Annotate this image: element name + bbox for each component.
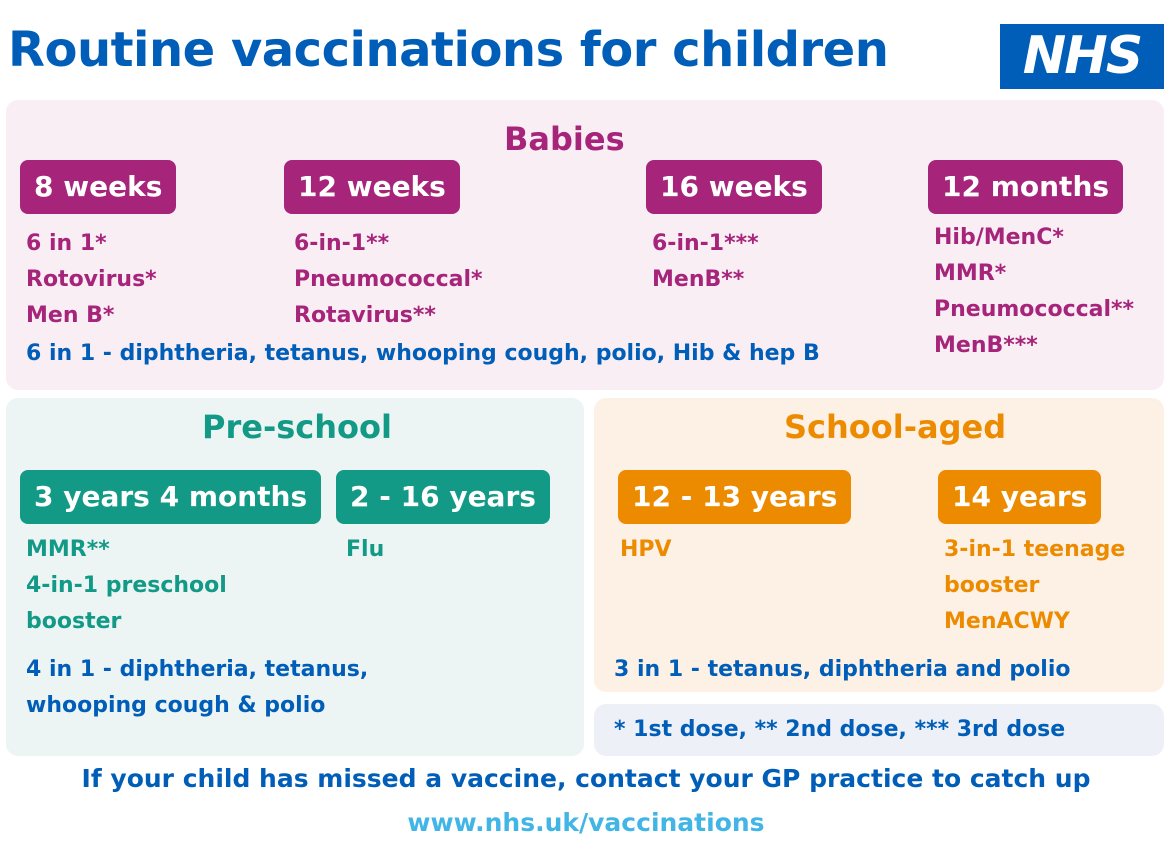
school-aged-note: 3 in 1 - tetanus, diphtheria and polio — [614, 657, 1071, 682]
age-badge-14-years: 14 years — [938, 470, 1102, 524]
babies-title: Babies — [504, 120, 625, 158]
vaccine-item: MenB** — [652, 267, 745, 292]
preschool-panel: Pre-school 3 years 4 months 2 - 16 years… — [6, 398, 584, 756]
note-line: whooping cough & polio — [26, 693, 326, 718]
vaccine-item: MMR* — [934, 261, 1007, 286]
vaccine-item: Flu — [346, 537, 385, 562]
vaccine-item: Rotovirus* — [26, 267, 157, 292]
nhs-logo: NHS — [1000, 24, 1164, 89]
vaccine-item: Rotavirus** — [294, 303, 436, 328]
dose-legend: * 1st dose, ** 2nd dose, *** 3rd dose — [594, 704, 1164, 756]
vaccine-list-12-weeks: 6-in-1** Pneumococcal* Rotavirus** — [294, 226, 483, 334]
footer-message: If your child has missed a vaccine, cont… — [81, 764, 1091, 793]
vaccine-list-8-weeks: 6 in 1* Rotovirus* Men B* — [26, 226, 157, 334]
babies-note: 6 in 1 - diphtheria, tetanus, whooping c… — [26, 341, 820, 366]
vaccine-item: booster — [26, 609, 122, 634]
preschool-note: 4 in 1 - diphtheria, tetanus, whooping c… — [26, 652, 368, 724]
age-badge-12-months: 12 months — [928, 160, 1124, 214]
note-line: 4 in 1 - diphtheria, tetanus, — [26, 657, 369, 682]
footer-url-link[interactable]: www.nhs.uk/vaccinations — [407, 808, 765, 837]
age-badge-16-weeks: 16 weeks — [646, 160, 822, 214]
vaccine-list-3-years-4-months: MMR** 4-in-1 preschool booster — [26, 532, 227, 640]
vaccine-list-2-16-years: Flu — [346, 532, 384, 568]
age-badge-8-weeks: 8 weeks — [20, 160, 177, 214]
vaccine-item: HPV — [620, 537, 672, 562]
vaccine-item: 6-in-1*** — [652, 231, 759, 256]
age-badge-3-years-4-months: 3 years 4 months — [20, 470, 322, 524]
vaccine-item: 4-in-1 preschool — [26, 573, 227, 598]
vaccine-item: Men B* — [26, 303, 115, 328]
vaccine-item: 6-in-1** — [294, 231, 390, 256]
age-badge-12-weeks: 12 weeks — [284, 160, 460, 214]
babies-panel: Babies 8 weeks 12 weeks 16 weeks 12 mont… — [6, 100, 1164, 390]
vaccine-item: Pneumococcal** — [934, 297, 1135, 322]
vaccine-list-12-months: Hib/MenC* MMR* Pneumococcal** MenB*** — [934, 220, 1134, 364]
vaccine-item: 6 in 1* — [26, 231, 107, 256]
dose-legend-text: * 1st dose, ** 2nd dose, *** 3rd dose — [614, 717, 1066, 742]
vaccine-list-16-weeks: 6-in-1*** MenB** — [652, 226, 759, 298]
vaccine-item: Hib/MenC* — [934, 225, 1064, 250]
vaccine-item: 3-in-1 teenage — [944, 537, 1126, 562]
vaccine-list-14-years: 3-in-1 teenage booster MenACWY — [944, 532, 1125, 640]
age-badge-2-16-years: 2 - 16 years — [336, 470, 550, 524]
vaccine-item: MMR** — [26, 537, 110, 562]
vaccine-list-12-13-years: HPV — [620, 532, 672, 568]
age-badge-12-13-years: 12 - 13 years — [618, 470, 852, 524]
vaccine-item: Pneumococcal* — [294, 267, 483, 292]
school-aged-panel: School-aged 12 - 13 years 14 years HPV 3… — [594, 398, 1164, 692]
school-aged-title: School-aged — [784, 408, 1007, 446]
vaccine-item: booster — [944, 573, 1040, 598]
page-title: Routine vaccinations for children — [8, 22, 889, 78]
vaccine-item: MenB*** — [934, 333, 1038, 358]
vaccine-item: MenACWY — [944, 609, 1070, 634]
preschool-title: Pre-school — [202, 408, 392, 446]
